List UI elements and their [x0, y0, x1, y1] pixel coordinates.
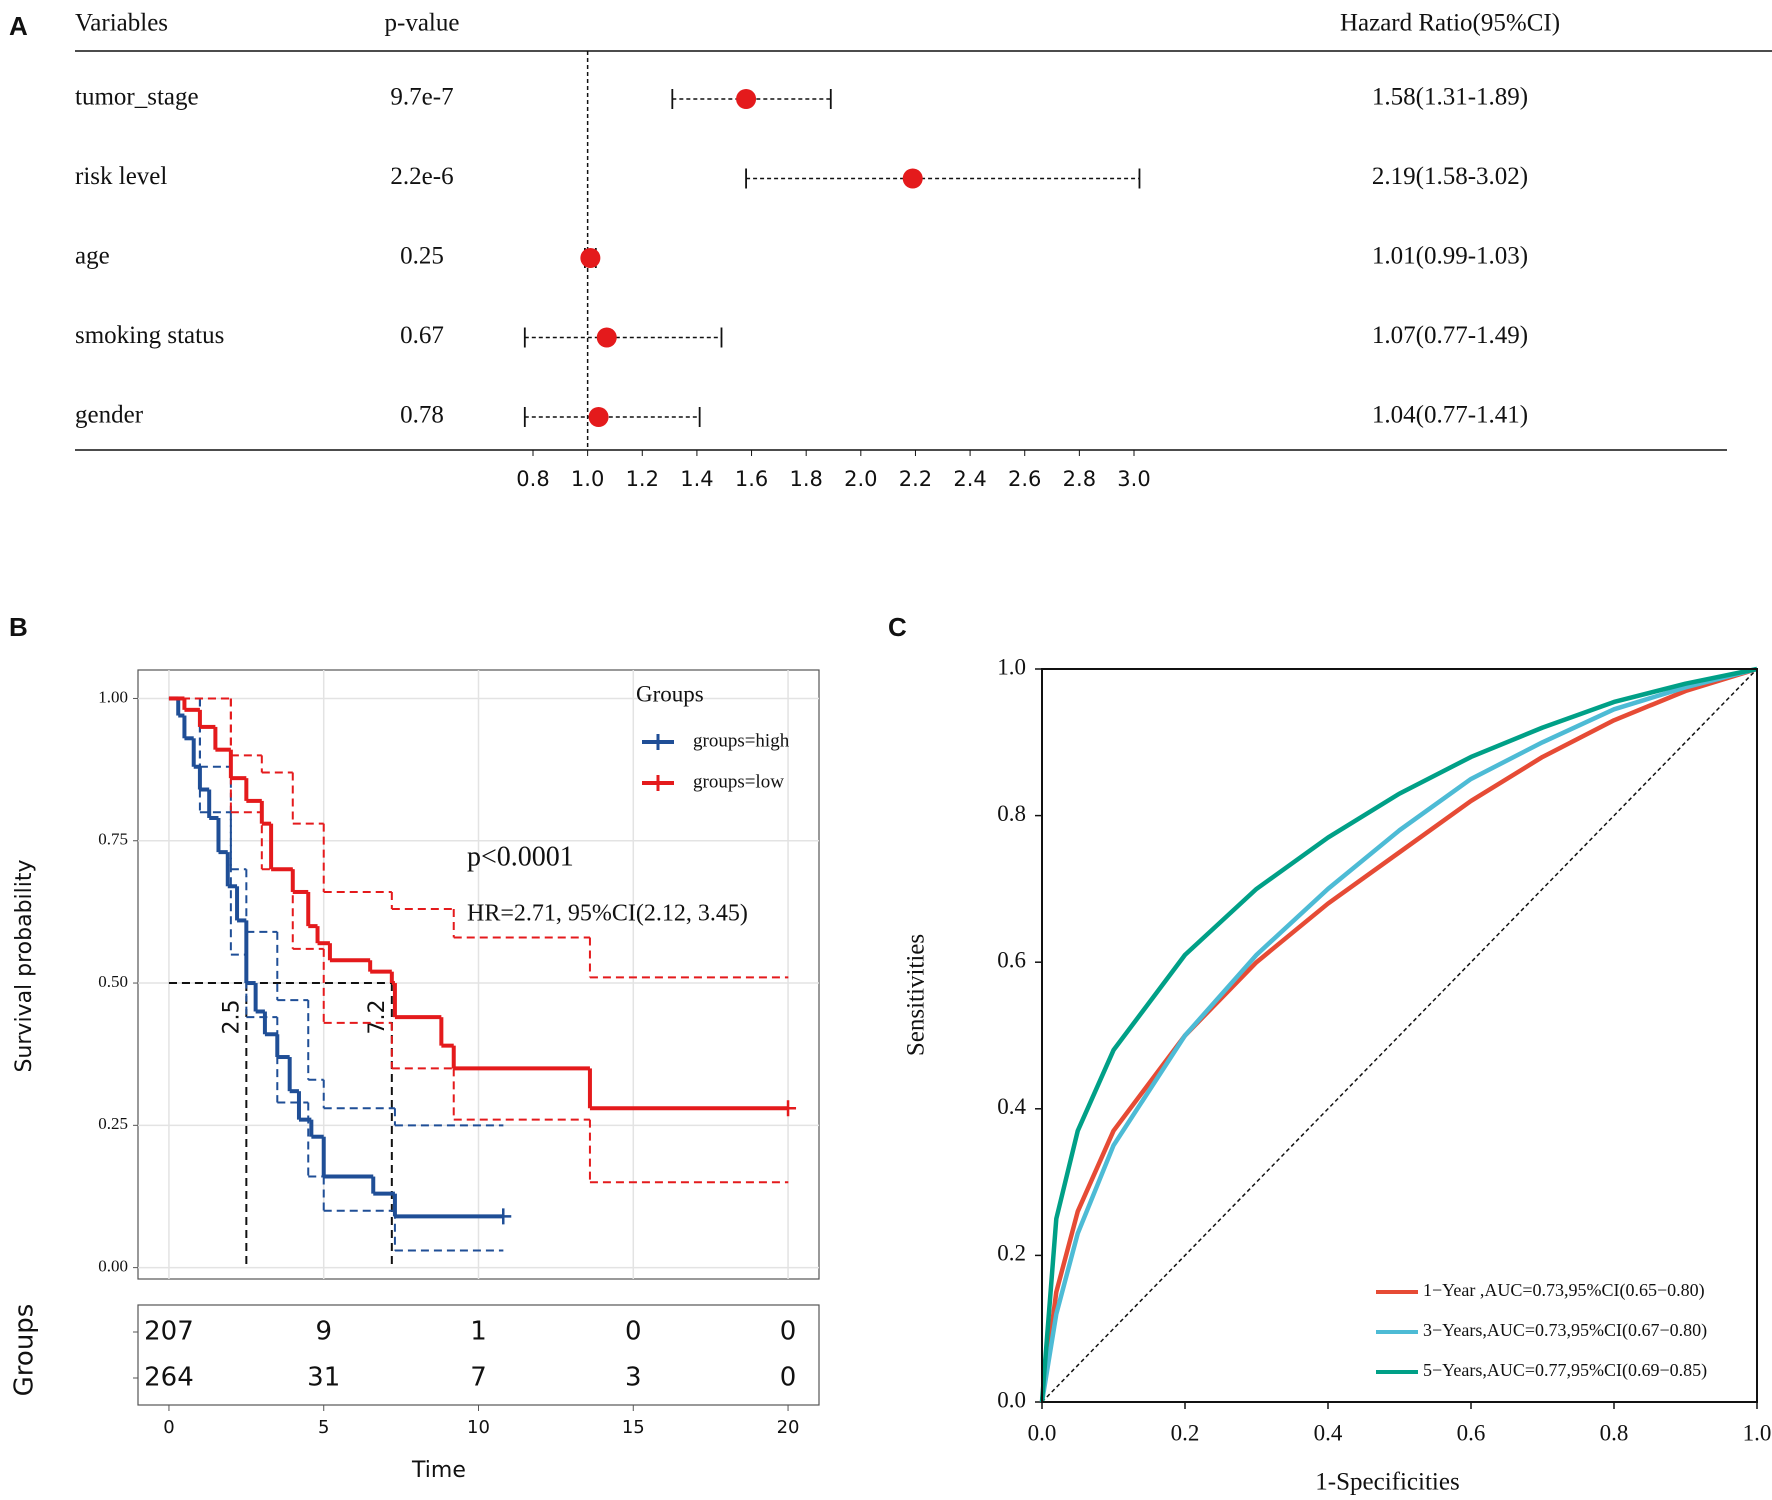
x-axis-label: 1-Specificities	[1315, 1469, 1459, 1496]
roc-curve	[1039, 666, 1758, 1403]
x-axis-label: Time	[411, 1458, 466, 1483]
hr-point	[588, 407, 609, 427]
risk-count: 3	[625, 1363, 642, 1393]
p-value: 0.78	[400, 402, 444, 429]
legend-title: Groups	[636, 681, 704, 706]
risk-count: 0	[780, 1317, 797, 1347]
risk-table	[137, 1304, 820, 1406]
x-tick-label: 10	[467, 1417, 490, 1438]
x-tick-label: 3.0	[1117, 467, 1150, 491]
panel-label: C	[888, 612, 907, 642]
y-tick-label: 0.50	[98, 972, 128, 991]
risk-count: 9	[315, 1317, 332, 1347]
x-tick-label: 0	[163, 1417, 174, 1438]
x-tick-label: 2.8	[1063, 467, 1096, 491]
legend-label: groups=high	[693, 730, 790, 751]
x-tick-label: 1.4	[680, 467, 713, 491]
risk-count: 207	[144, 1317, 194, 1347]
column-header: Hazard Ratio(95%CI)	[1340, 10, 1560, 37]
x-tick-label: 5	[318, 1417, 329, 1438]
x-tick-label: 0.8	[1600, 1420, 1629, 1445]
x-tick-label: 2.2	[899, 467, 932, 491]
hr-point	[596, 327, 617, 348]
y-tick-label: 0.8	[997, 801, 1026, 826]
column-header: Variables	[75, 10, 168, 37]
x-tick-label: 1.2	[626, 467, 659, 491]
x-tick-label: 1.8	[789, 467, 822, 491]
reference-diagonal	[1041, 668, 1758, 1403]
x-tick-label: 2.6	[1008, 467, 1041, 491]
risk-count: 264	[144, 1363, 194, 1393]
legend-label: 3−Years,AUC=0.73,95%CI(0.67−0.80)	[1423, 1320, 1707, 1341]
x-tick-label: 1.6	[735, 467, 768, 491]
censor-mark	[495, 1208, 512, 1225]
y-tick-label: 0.25	[98, 1114, 128, 1133]
median-label: 7.2	[365, 1000, 390, 1035]
y-axis-label: Survival probability	[12, 859, 37, 1072]
plot-frame	[1041, 668, 1758, 1403]
y-tick-label: 0.00	[98, 1257, 128, 1276]
hr-point	[902, 168, 923, 189]
legend-label: 1−Year ,AUC=0.73,95%CI(0.65−0.80)	[1423, 1280, 1705, 1301]
y-tick-label: 0.2	[997, 1241, 1026, 1266]
risk-count: 31	[307, 1363, 340, 1393]
risk-count: 1	[470, 1317, 487, 1347]
x-tick-label: 0.8	[516, 467, 549, 491]
p-value: 2.2e-6	[390, 163, 453, 190]
y-tick-label: 0.4	[997, 1094, 1026, 1119]
y-tick-label: 0.6	[997, 947, 1026, 972]
panel-label: B	[9, 612, 28, 642]
y-tick-label: 1.00	[98, 687, 128, 706]
x-tick-label: 15	[622, 1417, 645, 1438]
hr-point	[736, 89, 757, 109]
x-tick-label: 0.4	[1314, 1420, 1343, 1445]
x-tick-label: 0.0	[1028, 1420, 1057, 1445]
x-tick-label: 2.0	[844, 467, 877, 491]
hr-label: 1.01(0.99-1.03)	[1372, 243, 1528, 270]
x-tick-label: 0.2	[1171, 1420, 1200, 1445]
panel-label: A	[9, 11, 28, 41]
row-label: tumor_stage	[75, 84, 199, 111]
y-tick-label: 0.75	[98, 830, 128, 849]
p-value: 0.25	[400, 243, 444, 270]
hr-label: 1.04(0.77-1.41)	[1372, 402, 1528, 429]
x-tick-label: 0.6	[1457, 1420, 1486, 1445]
risk-count: 0	[780, 1363, 797, 1393]
x-tick-label: 20	[777, 1417, 800, 1438]
risk-count: 7	[470, 1363, 487, 1393]
risk-count: 0	[625, 1317, 642, 1347]
x-tick-label: 2.4	[953, 467, 986, 491]
legend-label: 5−Years,AUC=0.77,95%CI(0.69−0.85)	[1423, 1360, 1707, 1381]
x-tick-label: 1.0	[1743, 1420, 1772, 1445]
roc-curve	[1039, 666, 1758, 1403]
column-header: p-value	[385, 10, 460, 37]
hr-label: 2.19(1.58-3.02)	[1372, 163, 1528, 190]
annotation: HR=2.71, 95%CI(2.12, 3.45)	[467, 901, 748, 927]
annotation: p<0.0001	[467, 841, 574, 872]
hr-point	[580, 248, 601, 268]
hr-label: 1.58(1.31-1.89)	[1372, 84, 1528, 111]
y-axis-label: Sensitivities	[903, 934, 930, 1056]
risk-table-title: Groups	[10, 1304, 40, 1397]
row-label: gender	[75, 402, 144, 429]
roc-curve	[1039, 666, 1758, 1403]
x-tick-label: 1.0	[571, 467, 604, 491]
censor-mark	[780, 1100, 797, 1117]
y-tick-label: 1.0	[997, 654, 1026, 679]
p-value: 9.7e-7	[390, 84, 453, 111]
median-label: 2.5	[219, 1000, 244, 1035]
legend-label: groups=low	[693, 771, 784, 792]
p-value: 0.67	[400, 322, 444, 349]
row-label: risk level	[75, 163, 167, 190]
row-label: smoking status	[75, 322, 224, 349]
y-tick-label: 0.0	[997, 1387, 1026, 1412]
row-label: age	[75, 243, 110, 270]
hr-label: 1.07(0.77-1.49)	[1372, 322, 1528, 349]
